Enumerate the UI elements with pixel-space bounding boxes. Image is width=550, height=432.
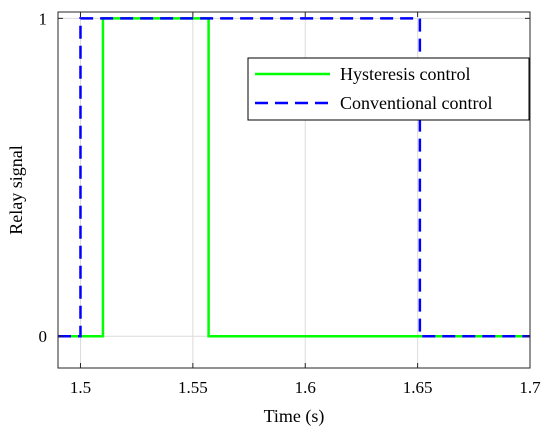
legend-label-conventional: Conventional control xyxy=(340,93,492,113)
x-axis-label: Time (s) xyxy=(264,406,325,427)
series-line-conventional xyxy=(58,17,530,338)
plot-frame xyxy=(57,11,531,369)
series-line-hysteresis xyxy=(58,17,530,338)
x-tick-label: 1.55 xyxy=(178,378,208,397)
x-tick-label: 1.65 xyxy=(403,378,433,397)
y-axis-label: Relay signal xyxy=(6,145,26,234)
legend-label-hysteresis: Hysteresis control xyxy=(340,64,470,84)
x-tick-label: 1.6 xyxy=(295,378,316,397)
series-layer xyxy=(58,17,530,338)
y-tick-label: 1 xyxy=(39,9,48,28)
ticks: 1.5 1.55 1.6 1.65 1.7 0 1 xyxy=(39,9,542,397)
legend-box xyxy=(247,57,530,121)
legend: Hysteresis control Conventional control xyxy=(247,57,530,121)
y-tick-label: 0 xyxy=(39,327,48,346)
x-tick-label: 1.5 xyxy=(70,378,91,397)
x-tick-label: 1.7 xyxy=(519,378,541,397)
